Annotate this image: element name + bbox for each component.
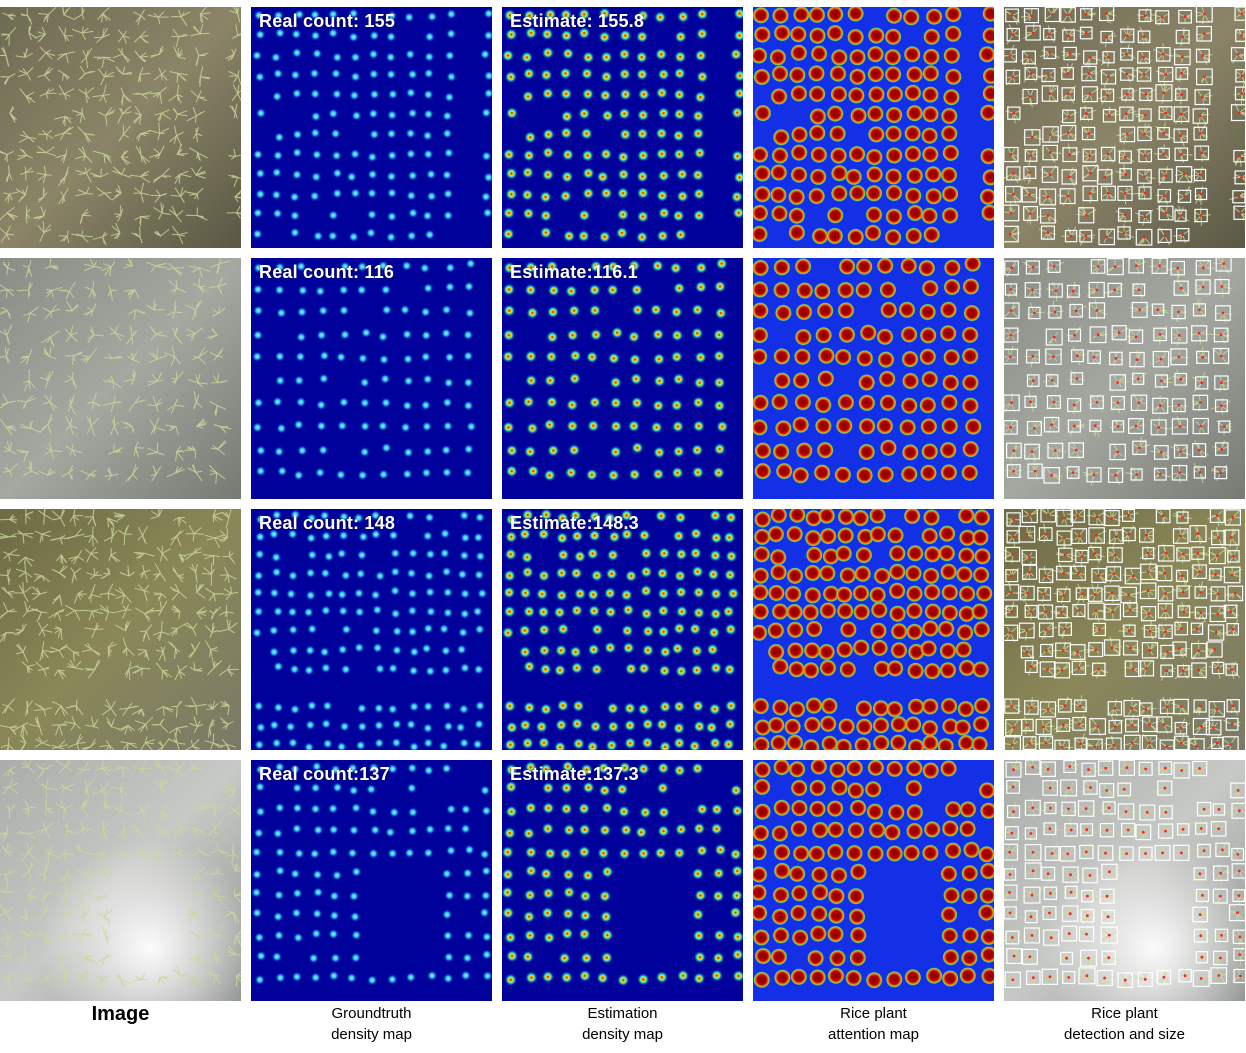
density-peaks: [502, 7, 743, 244]
caption-groundtruth: Groundtruth density map: [331, 1005, 412, 1043]
caption-estimation: Estimation density map: [582, 1005, 663, 1043]
detection-boxes: [1004, 509, 1244, 750]
density-peaks: [502, 509, 740, 750]
tile-groundtruth-row-4: Real count:137: [251, 760, 492, 1001]
tile-attention-row-2: [753, 258, 994, 499]
density-peaks: [502, 258, 729, 482]
tile-detection-row-4: [1004, 760, 1245, 1001]
density-peaks: [251, 509, 488, 750]
caption-image: Image: [91, 1003, 150, 1025]
detection-boxes: [1004, 7, 1245, 246]
tile-image-row-3: [0, 509, 241, 750]
real-count-label: Real count: 155: [259, 11, 396, 31]
rice-plants: [0, 7, 241, 246]
tile-groundtruth-row-1: Real count: 155: [251, 7, 492, 248]
density-peaks: [251, 761, 492, 986]
attention-blobs: [753, 258, 982, 484]
real-count-label: Real count: 116: [259, 262, 395, 282]
tile-image-row-2: [0, 258, 241, 499]
tile-attention-row-4: [753, 760, 994, 1001]
tile-detection-row-3: [1004, 509, 1245, 750]
rice-plants: [0, 509, 240, 750]
tile-attention-row-3: [753, 509, 994, 750]
tile-groundtruth-row-2: Real count: 116: [251, 258, 492, 499]
tile-detection-row-2: [1004, 258, 1245, 499]
estimate-label: Estimate:137.3: [510, 764, 639, 784]
density-peaks: [502, 760, 743, 987]
detection-boxes: [1004, 760, 1245, 988]
rice-plants: [0, 760, 241, 991]
tile-image-row-4: [0, 760, 241, 1001]
tile-groundtruth-row-3: Real count: 148: [251, 509, 492, 750]
attention-blobs: [753, 509, 993, 750]
real-count-label: Real count:137: [259, 764, 390, 784]
tile-estimation-row-1: Estimate: 155.8: [502, 7, 743, 248]
caption-attention: Rice plant attention map: [828, 1005, 919, 1043]
tile-detection-row-1: [1004, 7, 1245, 248]
rice-plants: [0, 258, 232, 484]
density-peaks: [251, 258, 477, 481]
estimate-label: Estimate: 155.8: [510, 11, 645, 31]
attention-blobs: [753, 7, 994, 246]
estimate-label: Estimate:148.3: [510, 513, 639, 533]
real-count-label: Real count: 148: [259, 513, 396, 533]
tile-estimation-row-4: Estimate:137.3: [502, 760, 743, 1001]
detection-boxes: [1004, 258, 1232, 484]
tile-attention-row-1: [753, 7, 994, 248]
density-peaks: [251, 8, 492, 243]
tile-estimation-row-2: Estimate:116.1: [502, 258, 743, 499]
estimate-label: Estimate:116.1: [510, 262, 638, 282]
tile-image-row-1: [0, 7, 241, 248]
rice-plants: [1004, 509, 1244, 750]
tile-estimation-row-3: Estimate:148.3: [502, 509, 743, 750]
attention-blobs: [753, 760, 994, 989]
caption-detection: Rice plant detection and size: [1064, 1005, 1185, 1043]
